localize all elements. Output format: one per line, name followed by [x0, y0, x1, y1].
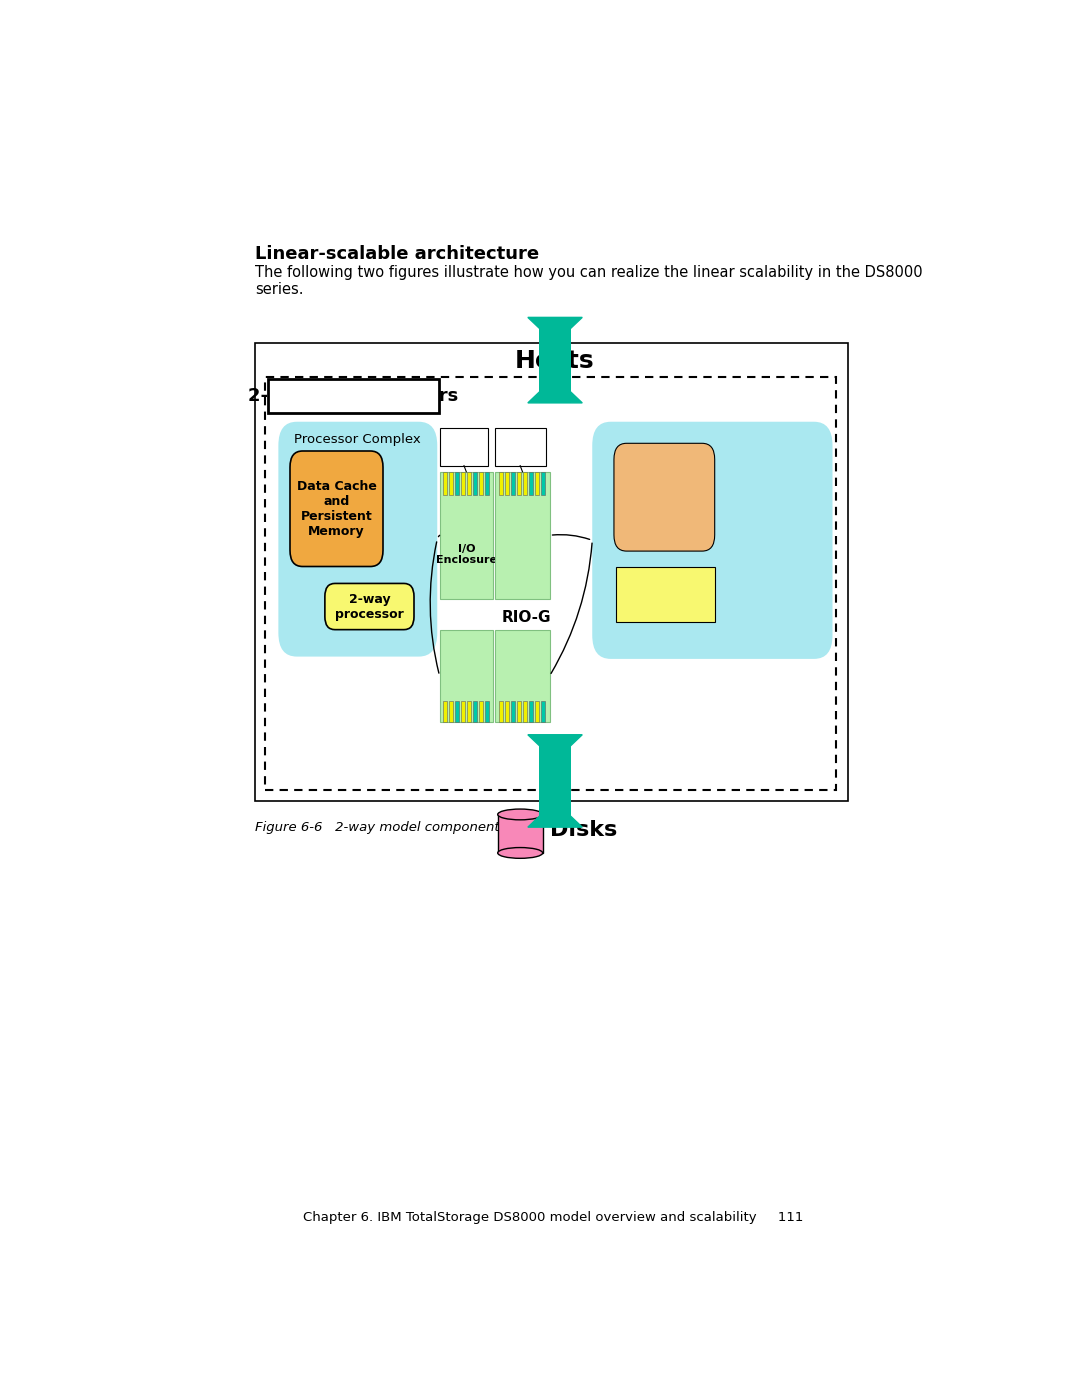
Bar: [467, 701, 471, 722]
Text: Figure 6-6   2-way model components: Figure 6-6 2-way model components: [255, 820, 507, 834]
Bar: [499, 701, 503, 722]
Text: Linear-scalable architecture: Linear-scalable architecture: [255, 244, 539, 263]
Text: I/O
Enclosure: I/O Enclosure: [436, 543, 497, 566]
Text: Processor Complex: Processor Complex: [295, 433, 421, 446]
FancyBboxPatch shape: [279, 422, 437, 657]
Bar: [467, 472, 471, 495]
Text: Disks: Disks: [550, 820, 617, 840]
Bar: [449, 472, 453, 495]
Bar: [511, 472, 515, 495]
Bar: [443, 472, 447, 495]
Text: 2-way I/O controllers: 2-way I/O controllers: [248, 387, 459, 405]
Text: Host
Adapter: Host Adapter: [442, 436, 486, 458]
Bar: [496, 472, 550, 599]
Bar: [473, 472, 477, 495]
Bar: [517, 472, 521, 495]
FancyBboxPatch shape: [325, 584, 414, 630]
FancyBboxPatch shape: [592, 422, 833, 659]
Polygon shape: [528, 377, 582, 402]
Bar: [616, 567, 715, 622]
Ellipse shape: [498, 809, 542, 820]
Bar: [504, 701, 509, 722]
Bar: [455, 472, 459, 495]
Bar: [536, 472, 539, 495]
Text: Hosts: Hosts: [515, 349, 595, 373]
Bar: [529, 701, 534, 722]
Bar: [495, 427, 545, 465]
Polygon shape: [528, 802, 582, 827]
Bar: [455, 701, 459, 722]
Bar: [255, 344, 848, 802]
Bar: [541, 701, 545, 722]
Ellipse shape: [498, 848, 542, 858]
Bar: [536, 701, 539, 722]
Bar: [504, 472, 509, 495]
Bar: [461, 472, 464, 495]
Bar: [440, 472, 494, 599]
Text: Chapter 6. IBM TotalStorage DS8000 model overview and scalability     111: Chapter 6. IBM TotalStorage DS8000 model…: [303, 1211, 804, 1224]
Bar: [499, 472, 503, 495]
FancyBboxPatch shape: [291, 451, 383, 567]
Bar: [443, 701, 447, 722]
Bar: [517, 701, 521, 722]
Bar: [266, 377, 836, 789]
FancyBboxPatch shape: [613, 443, 715, 550]
Text: The following two figures illustrate how you can realize the linear scalability : The following two figures illustrate how…: [255, 264, 922, 298]
Bar: [511, 701, 515, 722]
Bar: [529, 472, 534, 495]
Bar: [478, 701, 483, 722]
Text: 2-way
processor: 2-way processor: [335, 592, 404, 620]
Bar: [523, 472, 527, 495]
Bar: [478, 472, 483, 495]
Bar: [539, 317, 571, 402]
Text: Data Cache
and
Persistent
Memory: Data Cache and Persistent Memory: [297, 479, 377, 538]
Bar: [485, 701, 489, 722]
Polygon shape: [528, 317, 582, 344]
Text: Device
Adapter: Device Adapter: [498, 436, 542, 458]
Bar: [496, 630, 550, 722]
Bar: [461, 701, 464, 722]
Bar: [485, 472, 489, 495]
Bar: [268, 379, 438, 412]
Bar: [541, 472, 545, 495]
Polygon shape: [528, 735, 582, 760]
Bar: [539, 735, 571, 827]
Bar: [473, 701, 477, 722]
Bar: [449, 701, 453, 722]
Bar: [498, 814, 542, 854]
Bar: [440, 630, 494, 722]
Text: RIO-G: RIO-G: [501, 610, 551, 626]
Bar: [523, 701, 527, 722]
Bar: [440, 427, 488, 465]
